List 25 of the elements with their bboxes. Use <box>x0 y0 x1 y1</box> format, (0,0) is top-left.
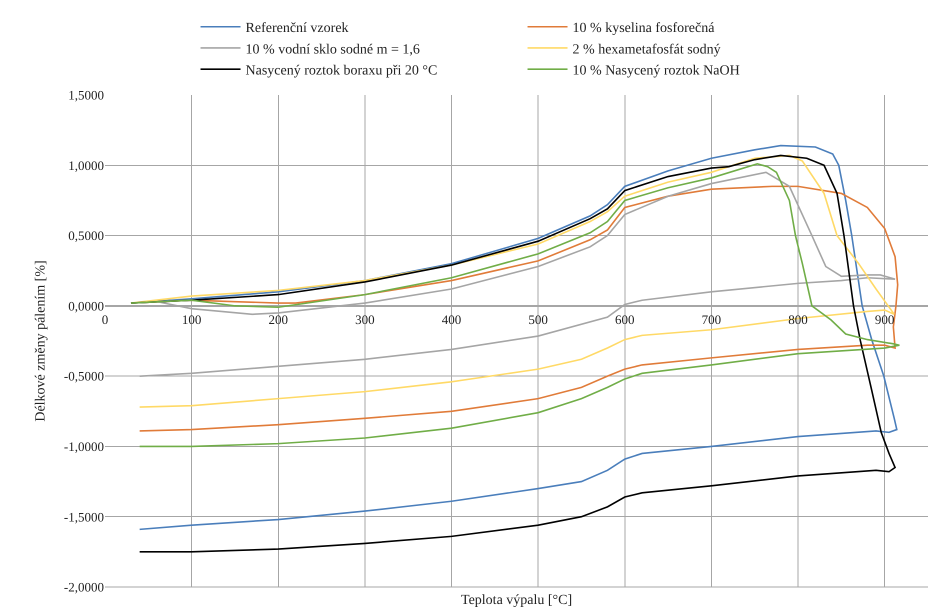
x-tick-label: 100 <box>182 312 202 327</box>
legend-label: 2 % hexametafosfát sodný <box>572 42 721 58</box>
x-tick-label: 500 <box>528 312 548 327</box>
x-tick-label: 0 <box>102 312 108 327</box>
legend-label: Referenční vzorek <box>246 21 349 36</box>
y-tick-label: -1,5000 <box>64 509 104 524</box>
y-tick-label: 0,0000 <box>68 298 104 314</box>
y-axis-title: Délkové změny pálením [%] <box>34 260 49 422</box>
y-tick-label: 0,5000 <box>68 228 104 244</box>
y-tick-label: -1,0000 <box>64 438 104 454</box>
x-tick-label: 300 <box>355 312 375 327</box>
y-tick-label: -2,0000 <box>64 580 104 595</box>
x-tick-label: 200 <box>268 312 288 327</box>
legend-label: 10 % kyselina fosforečná <box>572 21 716 36</box>
x-tick-label: 700 <box>702 312 722 327</box>
x-tick-label: 400 <box>442 312 462 327</box>
legend-label: Nasycený roztok boraxu při 20 °C <box>246 64 438 79</box>
y-tick-label: -0,5000 <box>64 368 104 384</box>
x-tick-label: 900 <box>874 312 894 327</box>
legend-label: 10 % Nasycený roztok NaOH <box>572 64 740 79</box>
legend-label: 10 % vodní sklo sodné m = 1,6 <box>246 42 420 58</box>
y-tick-label: 1,0000 <box>68 158 104 173</box>
x-tick-label: 600 <box>615 312 635 327</box>
x-axis-title: Teplota výpalu [°C] <box>461 593 572 608</box>
y-tick-label: 1,5000 <box>68 88 104 103</box>
